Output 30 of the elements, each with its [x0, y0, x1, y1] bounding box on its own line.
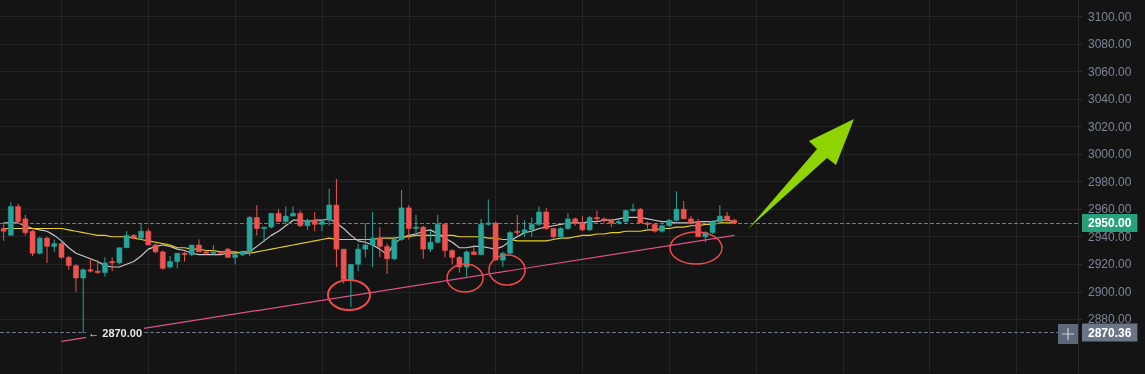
candlestick	[420, 225, 427, 260]
candlestick	[109, 256, 115, 272]
y-tick-label: 2980.00	[1088, 174, 1132, 189]
y-tick-label: 3000.00	[1088, 147, 1132, 162]
y-tick-label: 3020.00	[1088, 119, 1132, 134]
candlestick	[405, 204, 412, 240]
ref-line-label: 2870.36	[1088, 325, 1132, 340]
candlestick	[413, 214, 419, 238]
candlestick	[471, 244, 477, 256]
annotation: ← 2870.00	[88, 327, 143, 340]
candlestick	[311, 211, 318, 232]
y-tick-label: 2920.00	[1088, 257, 1132, 272]
candlestick	[102, 256, 108, 278]
y-tick-label: 2940.00	[1088, 229, 1132, 244]
candlestick	[254, 204, 260, 236]
y-tick-label: 3040.00	[1088, 92, 1132, 107]
y-tick-label: 3080.00	[1088, 37, 1132, 52]
ref-line-label: 2950.00	[1088, 215, 1132, 230]
y-tick-label: 2880.00	[1088, 312, 1132, 327]
candlestick	[326, 188, 332, 227]
y-tick-label: 3100.00	[1088, 9, 1132, 24]
candlestick	[319, 219, 325, 232]
candlestick	[138, 222, 144, 240]
y-tick-label: 2900.00	[1088, 284, 1132, 299]
candlestick	[463, 250, 470, 278]
candlestick	[80, 267, 86, 334]
candlestick	[514, 214, 521, 236]
y-tick-label: 2960.00	[1088, 202, 1132, 217]
candlestick	[44, 236, 50, 264]
y-tick-label: 3060.00	[1088, 64, 1132, 79]
